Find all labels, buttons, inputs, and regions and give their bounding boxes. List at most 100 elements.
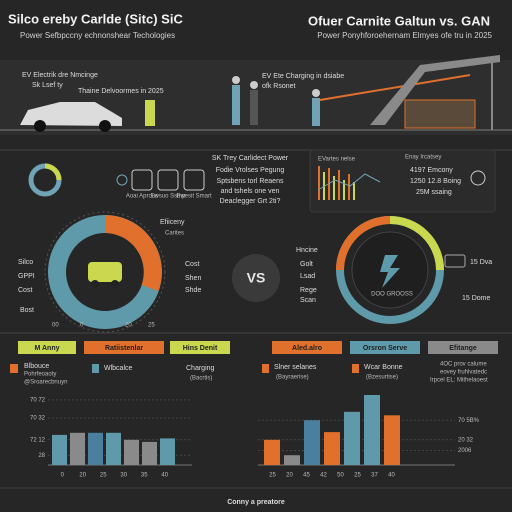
donut-label: Shen <box>185 275 201 282</box>
x-tick-label: 20 <box>79 473 86 479</box>
donut-label: GPPI <box>18 273 35 280</box>
feature: (Bzesurtise) <box>366 375 398 381</box>
donut-label: Shde <box>185 287 201 294</box>
icons <box>28 163 205 197</box>
x-tick-label: 40 <box>388 473 395 479</box>
y-tick-label: 72 12 <box>30 437 46 443</box>
scene <box>0 55 512 135</box>
feature: Wlbcalce <box>104 365 133 372</box>
vs-badge <box>232 254 280 302</box>
right-title: Ofuer Carnite Galtun vs. GAN <box>308 13 490 28</box>
y-tick-label: 70 72 <box>30 397 46 403</box>
button <box>18 341 76 354</box>
button <box>84 341 164 354</box>
bar <box>124 439 139 465</box>
panel-stat: 4197 Emcony <box>410 167 453 174</box>
donut-scale: 20 <box>125 323 132 329</box>
donut-scale: 00 <box>52 323 59 329</box>
left-subtitle: Power Sefbpccny echnonshear Techologies <box>20 31 175 40</box>
donut-label: Carites <box>165 231 184 237</box>
donut-scale: 25 <box>148 323 155 329</box>
footer: Conny a preatore <box>227 499 285 506</box>
feature: @Sroarecbnuyn <box>24 380 67 386</box>
bar <box>160 438 175 465</box>
middle-text: Sptsbens torl Reaens <box>217 178 284 185</box>
feature: (Bacrtis) <box>190 376 212 382</box>
x-tick-label: 25 <box>100 473 107 479</box>
right-subtitle: Power Ponyhforoehernam Elmyes ofe tru in… <box>317 31 492 40</box>
middle-text: Deaclegger Grt 2ti? <box>220 198 281 205</box>
button-label: Ratiistenlar <box>105 345 143 352</box>
right-ring <box>336 216 466 324</box>
button-label: M Anny <box>34 345 59 352</box>
ring-label: Scan <box>300 297 316 304</box>
feature-icon <box>10 364 18 373</box>
button <box>350 341 420 354</box>
x-tick-label: 45 <box>303 473 310 479</box>
x-tick-label: 25 <box>269 473 276 479</box>
bar <box>52 434 67 465</box>
feature: (Bayraerise) <box>276 375 309 381</box>
ring-label: 15 Dva <box>470 259 492 266</box>
ring-label: Golt <box>300 261 313 268</box>
button-label: Orsron Serve <box>363 345 407 352</box>
x-tick-label: 40 <box>161 473 168 479</box>
scene-label: Sk Lsef ty <box>32 82 63 89</box>
x-tick-label: 25 <box>354 473 361 479</box>
bar <box>106 432 121 465</box>
y-tick-label: 28 <box>38 453 45 459</box>
icon-caption: Ewsuo Ssmp <box>150 194 186 200</box>
x-tick-label: 20 <box>286 473 293 479</box>
button <box>272 341 342 354</box>
bar <box>304 420 320 465</box>
y-tick-label: 70 5B% <box>458 418 480 424</box>
x-tick-label: 37 <box>371 473 378 479</box>
feature-icon <box>262 364 269 373</box>
vs-text: VS <box>247 270 266 286</box>
panel-title: EVartes nelse <box>318 157 356 163</box>
panel-graphic <box>317 166 486 200</box>
feature: Blbouce <box>24 363 49 370</box>
feature: 4OC prov calume <box>440 362 487 368</box>
feature: Irpcel EL: Mithelaoest <box>430 378 488 384</box>
feature-icon <box>352 364 359 373</box>
bar <box>364 395 380 465</box>
donut-scale: 0 <box>80 323 84 329</box>
panel-stat: 1250 12.8 Boing <box>410 178 461 185</box>
bar <box>142 441 157 465</box>
middle-text: SK Trey Carlidect Power <box>212 155 289 162</box>
ring-center: DOO GROOSS <box>371 292 413 298</box>
middle-text: Fodie Vrolses Pegung <box>216 167 285 174</box>
feature: Charging <box>186 365 215 372</box>
y-tick-label: 70 32 <box>30 416 46 422</box>
middle-text: and tshels one ven <box>221 188 280 195</box>
panel-stat: 25M ssaing <box>416 189 452 196</box>
panel-stat: Enay Ircatsey <box>405 155 441 161</box>
scene-label: ofk Rsonet <box>262 83 296 90</box>
donut-label: Cost <box>185 261 199 268</box>
button-label: Aled.alro <box>292 345 322 352</box>
ring-label: Hncine <box>296 247 318 254</box>
ring-label: Rege <box>300 287 317 294</box>
x-tick-label: 42 <box>320 473 327 479</box>
donut-label: Silco <box>18 259 33 266</box>
button-label: Efitange <box>449 345 477 352</box>
x-tick-label: 0 <box>61 473 65 479</box>
left-donut <box>44 211 166 333</box>
bar <box>70 432 85 465</box>
feature: Slner selanes <box>274 364 317 371</box>
x-tick-label: 35 <box>141 473 148 479</box>
icon-caption: Ewesit Smart <box>176 194 212 200</box>
ring-label: 15 Dome <box>462 295 491 302</box>
bar <box>344 411 360 465</box>
x-tick-label: 30 <box>120 473 127 479</box>
x-tick-label: 50 <box>337 473 344 479</box>
y-tick-label: 2006 <box>458 448 472 454</box>
scene-label: Thaine Delvoormes in 2025 <box>78 88 164 95</box>
button-label: Hins Denit <box>183 345 218 352</box>
bar <box>284 455 300 465</box>
y-tick-label: 20 32 <box>458 437 474 443</box>
feature: Pohrfeoaoty <box>24 372 56 378</box>
bar <box>264 439 280 465</box>
